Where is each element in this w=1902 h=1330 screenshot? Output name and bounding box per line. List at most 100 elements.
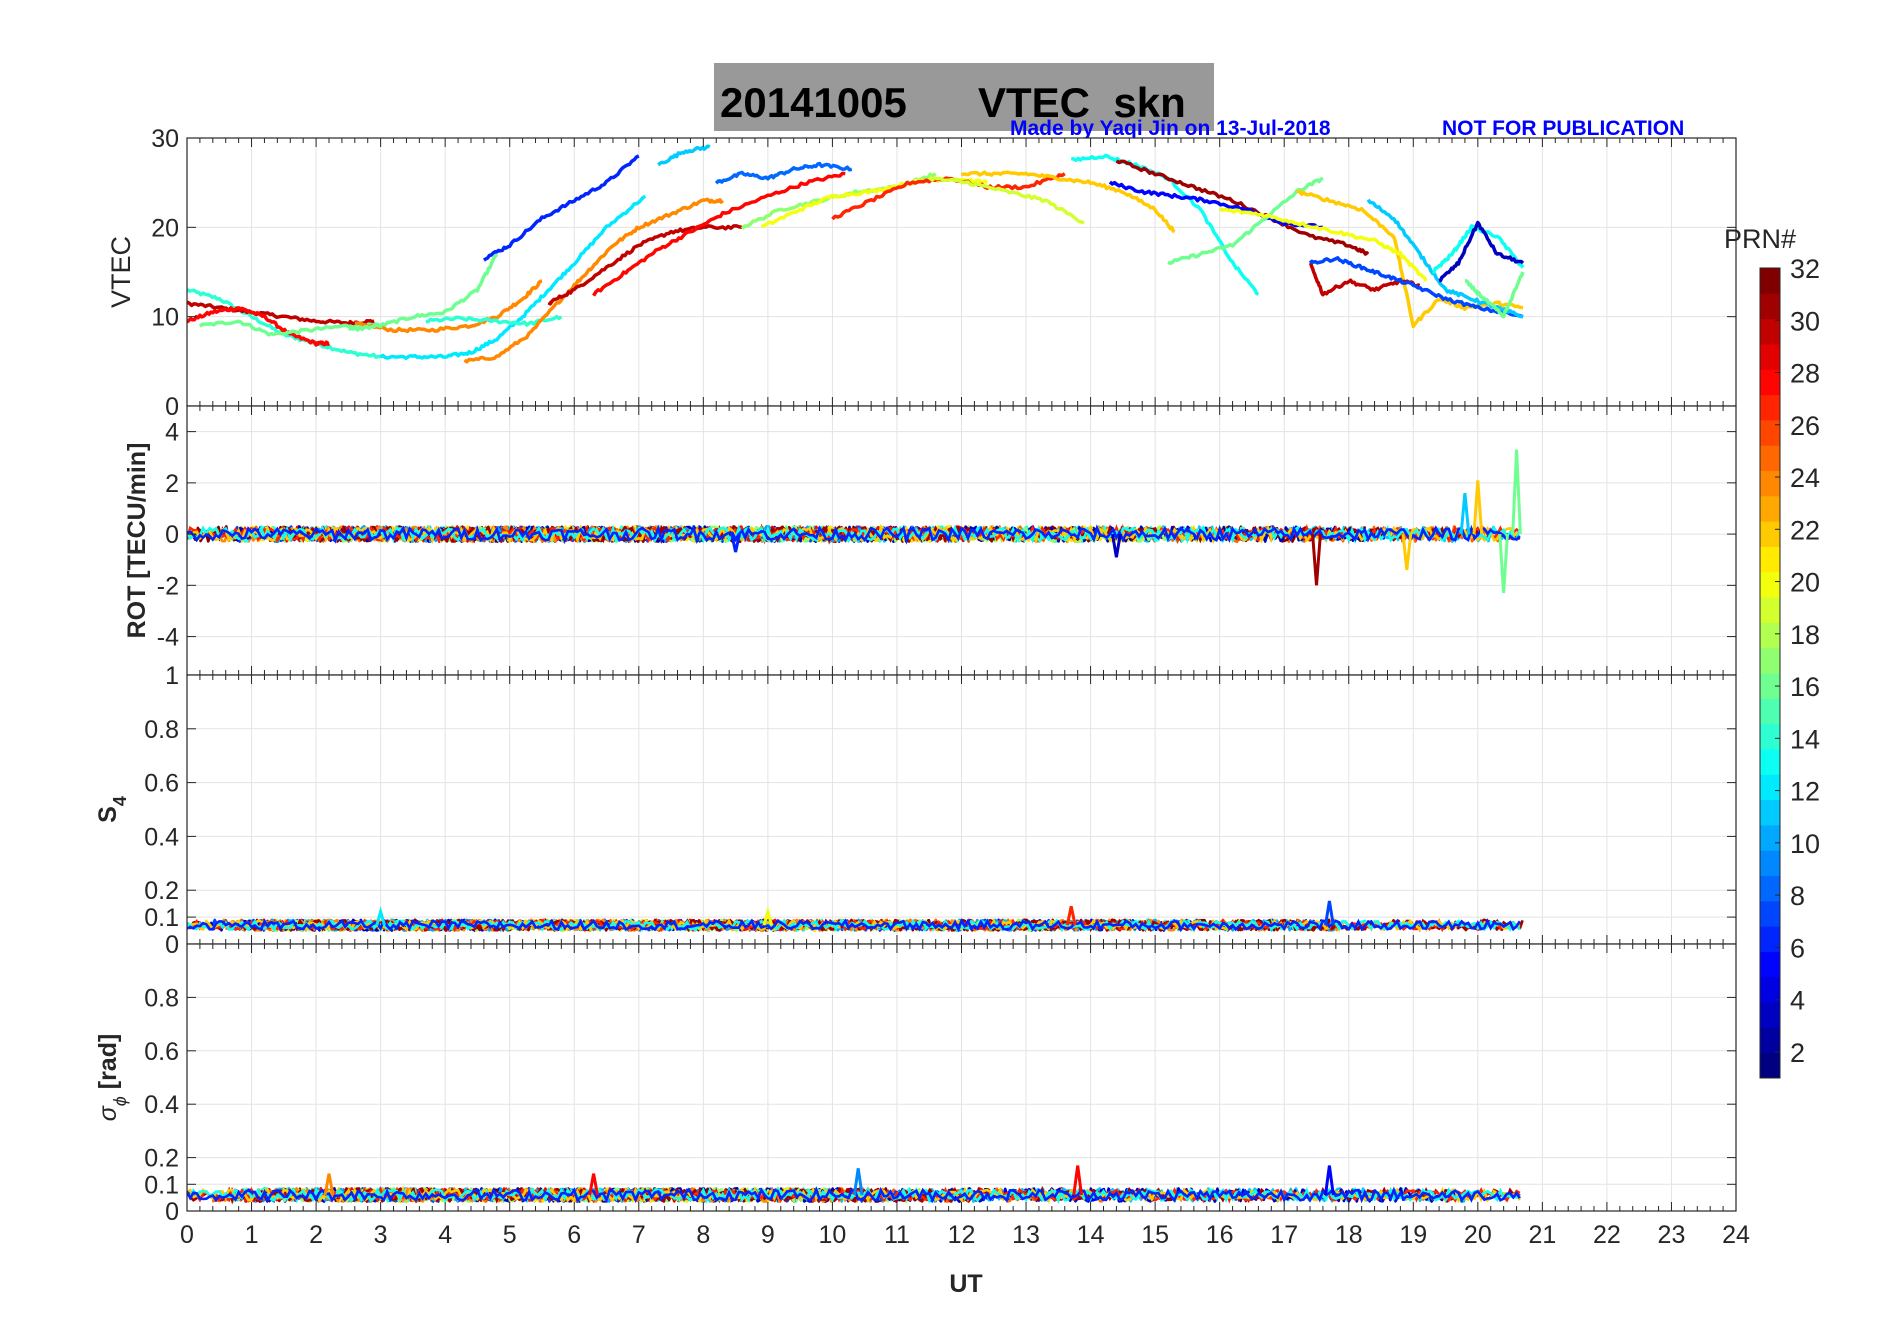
- colorbar-segment: [1760, 1002, 1780, 1028]
- x-tick-label: 7: [632, 1221, 646, 1249]
- colorbar-tick-label: 20: [1790, 568, 1820, 598]
- x-tick-label: 15: [1141, 1221, 1169, 1249]
- colorbar-tick-label: 8: [1790, 881, 1805, 911]
- x-tick-label: 14: [1077, 1221, 1105, 1249]
- colorbar-segment: [1760, 470, 1780, 497]
- colorbar-segment: [1760, 571, 1780, 598]
- colorbar-tick-label: 28: [1790, 359, 1820, 389]
- colorbar-segment: [1760, 343, 1780, 370]
- vtec-series-prn-7: [1308, 256, 1524, 319]
- x-tick-label: 13: [1012, 1221, 1040, 1249]
- spike-prn-16: [1498, 534, 1509, 594]
- vtec-series-prn-6: [482, 154, 640, 262]
- y-tick-label: 0.8: [144, 984, 179, 1012]
- colorbar-segment: [1760, 445, 1780, 471]
- colorbar-segment: [1760, 799, 1780, 826]
- credit-made-by: Made by Yaqi Jin on 13-Jul-2018: [1010, 117, 1331, 140]
- colorbar-segment: [1760, 597, 1780, 623]
- colorbar-segment: [1760, 900, 1780, 927]
- y-tick-label: 0.6: [144, 1038, 179, 1066]
- vtec-series-prn-13: [1432, 224, 1525, 274]
- y-tick-label: 0.4: [144, 1091, 179, 1119]
- colorbar-tick-label: 4: [1790, 986, 1805, 1016]
- spike-prn-22: [1472, 480, 1484, 535]
- vtec-series-prn-22: [960, 170, 1176, 234]
- vtec-series-prn-28: [187, 306, 331, 347]
- y-tick-label: 4: [165, 419, 179, 447]
- spike-prn-3: [1111, 533, 1122, 558]
- vtec-series-prn-19: [927, 176, 1085, 225]
- panel-vtec: 0 10 20 30 VTEC: [106, 125, 1737, 421]
- colorbar-segment: [1760, 824, 1780, 851]
- vtec-series-prn-11: [1366, 198, 1524, 319]
- colorbar-tick-label: 22: [1790, 515, 1820, 545]
- x-tick-label: 22: [1593, 1221, 1621, 1249]
- spike-prn-5: [1324, 1165, 1335, 1196]
- colorbar-segment: [1760, 369, 1780, 396]
- y-tick-label: 10: [151, 304, 179, 332]
- y-tick-label: 0.1: [144, 904, 179, 932]
- colorbar-segment: [1760, 394, 1780, 421]
- spike-prn-7: [1324, 900, 1335, 926]
- colorbar-segment: [1760, 622, 1780, 649]
- spike-prn-28: [588, 1173, 599, 1196]
- colorbar-segment: [1760, 546, 1780, 573]
- x-tick-label: 21: [1528, 1221, 1556, 1249]
- x-tick-label: 12: [948, 1221, 976, 1249]
- colorbar-tick-label: 24: [1790, 463, 1820, 493]
- x-tick-label: 16: [1206, 1221, 1234, 1249]
- x-axis-label: UT: [949, 1270, 982, 1298]
- x-tick-label: 23: [1658, 1221, 1686, 1249]
- spike-prn-12: [375, 906, 386, 926]
- colorbar-segment: [1760, 976, 1780, 1003]
- vtec-series-prn-24: [463, 197, 725, 364]
- colorbar-segment: [1760, 698, 1780, 725]
- colorbar-tick-label: 32: [1790, 254, 1820, 284]
- y-tick-label: -4: [157, 624, 179, 652]
- spike-prn-31: [1311, 533, 1322, 586]
- band-series-prn-6: [187, 918, 1521, 933]
- panel-rot: -4 -2 0 2 4 ROT [TECU/min]: [123, 405, 1737, 676]
- x-tick-label: 18: [1335, 1221, 1363, 1249]
- credit-notice: NOT FOR PUBLICATION: [1442, 117, 1684, 140]
- x-tick-label: 8: [696, 1221, 710, 1249]
- y-tick-label: 30: [151, 125, 179, 153]
- data-layer: [187, 1165, 1521, 1205]
- colorbar-segment: [1760, 495, 1780, 522]
- vtec-series-prn-8: [714, 161, 853, 185]
- x-tick-label: 24: [1722, 1221, 1750, 1249]
- colorbar-segment: [1760, 268, 1780, 294]
- vtec-series-prn-3: [1438, 220, 1525, 283]
- data-layer: [187, 449, 1522, 594]
- spike-prn-9: [852, 1168, 864, 1196]
- colorbar-tick-label: 18: [1790, 620, 1820, 650]
- y-tick-label: 0.6: [144, 770, 179, 798]
- x-tick-label: 9: [761, 1221, 775, 1249]
- x-tick-label: 2: [309, 1221, 323, 1249]
- band-series-prn-6: [187, 524, 1521, 545]
- vtec-series-prn-20: [1218, 207, 1428, 282]
- x-tick-label: 0: [180, 1221, 194, 1249]
- vtec-series-prn-16: [1167, 176, 1324, 266]
- colorbar-segment: [1760, 647, 1780, 674]
- y-tick-label: 0: [165, 393, 179, 421]
- y-axis-label: VTEC: [106, 236, 136, 308]
- spike-prn-16: [1511, 449, 1522, 535]
- y-tick-label: 0: [165, 521, 179, 549]
- vtec-series-prn-11: [657, 144, 711, 167]
- x-tick-label: 3: [374, 1221, 388, 1249]
- spike-prn-6: [730, 533, 741, 553]
- colorbar-segment: [1760, 850, 1780, 876]
- y-tick-label: 0.1: [144, 1171, 179, 1199]
- spike-prn-24: [323, 1173, 335, 1196]
- x-tick-label: 1: [245, 1221, 259, 1249]
- y-tick-label: 0.4: [144, 823, 179, 851]
- colorbar-tick-label: 26: [1790, 411, 1820, 441]
- data-layer: [187, 900, 1524, 933]
- vtec-series-prn-5: [1108, 180, 1324, 230]
- x-tick-label: 19: [1399, 1221, 1427, 1249]
- title-date: 20141005: [720, 79, 907, 126]
- colorbar-frame: [1759, 267, 1781, 1079]
